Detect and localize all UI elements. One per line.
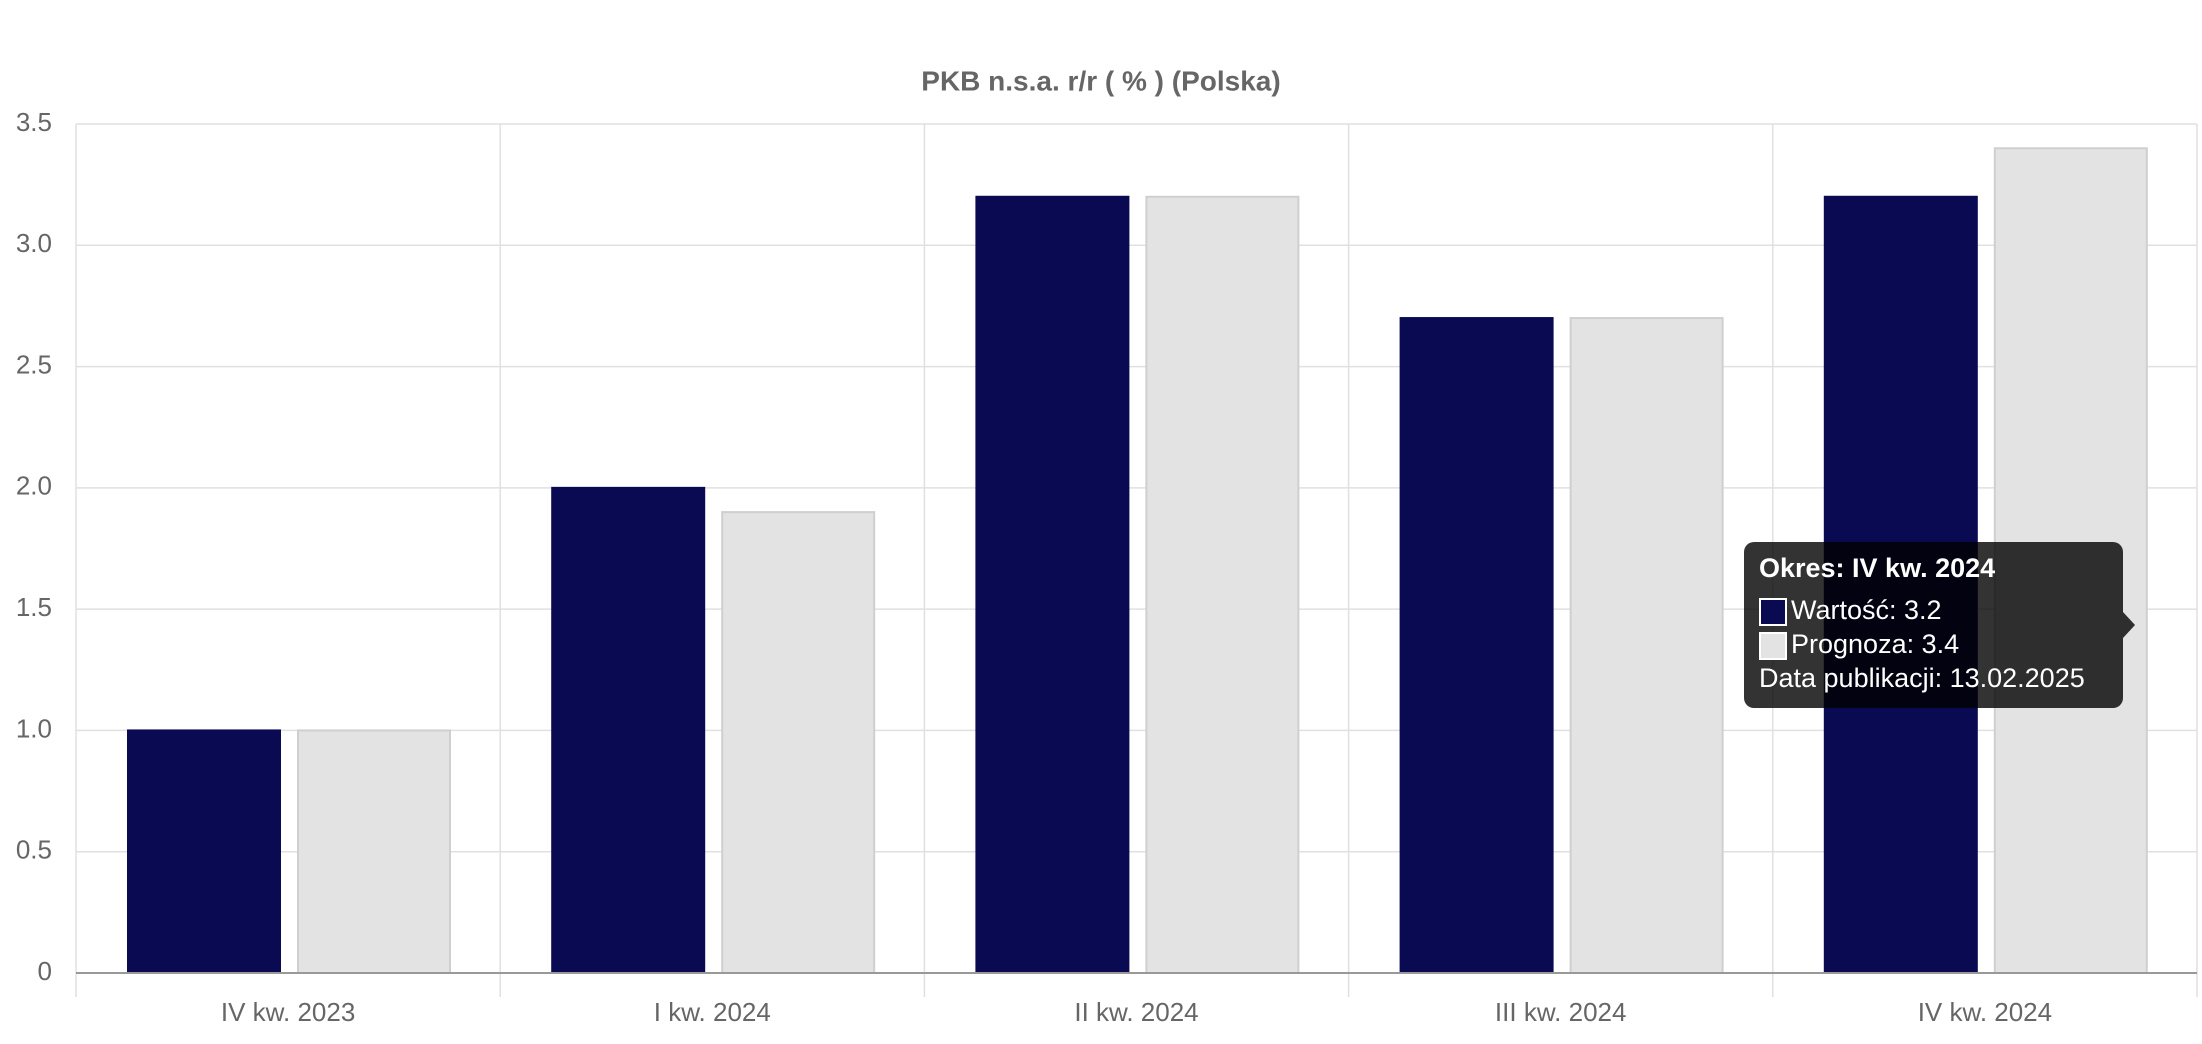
tooltip: Okres: IV kw. 2024 Wartość: 3.2 Prognoza: … — [1744, 542, 2135, 708]
bar — [1145, 195, 1300, 974]
y-tick-label: 1.0 — [16, 713, 52, 743]
tooltip-arrow — [2123, 612, 2135, 638]
y-tick-label: 2.5 — [16, 349, 52, 379]
y-tick-label: 2.0 — [16, 471, 52, 501]
x-tick-label: IV kw. 2023 — [221, 997, 355, 1027]
bar — [721, 511, 876, 974]
bar — [127, 729, 281, 975]
y-tick-label: 1.5 — [16, 592, 52, 622]
y-tick-label: 3.5 — [16, 107, 52, 137]
tooltip-box — [1744, 542, 2123, 708]
bar — [975, 195, 1130, 974]
bar — [1399, 317, 1554, 974]
x-tick-label: I kw. 2024 — [654, 997, 771, 1027]
x-tick-label: III kw. 2024 — [1495, 997, 1627, 1027]
tooltip-line: Data publikacji: 13.02.2025 — [1759, 663, 2085, 693]
bar — [1569, 317, 1724, 974]
bar — [297, 729, 451, 975]
y-tick-label: 0.5 — [16, 835, 52, 865]
chart-title: PKB n.s.a. r/r ( % ) (Polska) — [921, 65, 1280, 96]
y-tick-label: 3.0 — [16, 228, 52, 258]
tooltip-title: Okres: IV kw. 2024 — [1759, 553, 1995, 583]
y-tick-label: 0 — [38, 956, 52, 986]
tooltip-line: Wartość: 3.2 — [1791, 595, 1942, 625]
tooltip-swatch — [1759, 598, 1787, 626]
tooltip-swatch — [1759, 632, 1787, 660]
tooltip-line: Prognoza: 3.4 — [1791, 629, 1959, 659]
x-tick-label: II kw. 2024 — [1074, 997, 1198, 1027]
bar — [551, 486, 706, 974]
x-tick-label: IV kw. 2024 — [1918, 997, 2052, 1027]
